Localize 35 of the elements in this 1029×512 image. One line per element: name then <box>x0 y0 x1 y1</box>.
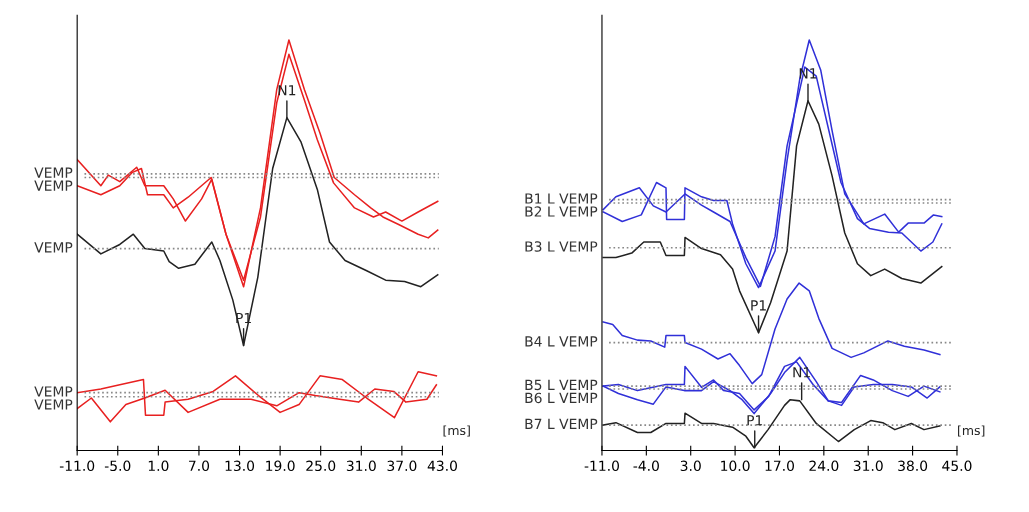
x-tick-label: 37.0 <box>387 460 417 472</box>
ref-line-label: VEMP <box>34 386 73 397</box>
ref-line-label: B7 L VEMP <box>525 418 598 429</box>
ref-line-label: VEMP <box>34 167 73 178</box>
x-tick-label: 1.0 <box>148 460 169 472</box>
x-tick-label: 17.0 <box>765 460 795 472</box>
annotation: P1 <box>751 300 766 311</box>
ref-line-label: VEMP <box>34 242 73 253</box>
ref-line-label: B4 L VEMP <box>525 336 598 347</box>
x-tick-label: 31.0 <box>346 460 376 472</box>
x-tick-label: 38.0 <box>898 460 928 472</box>
x-tick-label: -11.0 <box>59 460 95 472</box>
x-tick-label: 13.0 <box>225 460 255 472</box>
x-tick-label: 24.0 <box>809 460 839 472</box>
x-tick-label: -11.0 <box>584 460 620 472</box>
x-tick-label: -4.0 <box>633 460 659 472</box>
x-tick-label: 19.0 <box>266 460 295 472</box>
ref-line-label: B1 L VEMP <box>525 193 598 204</box>
ref-line-label: B6 L VEMP <box>525 392 598 404</box>
ref-line-label: VEMP <box>34 399 73 410</box>
x-tick-label: 43.0 <box>427 460 458 472</box>
annotation: P1 <box>747 415 763 426</box>
x-tick-label: -5.0 <box>104 460 131 472</box>
x-tick-label: 10.0 <box>721 460 750 472</box>
x-tick-label: 7.0 <box>189 460 210 472</box>
x-tick-label: 3.0 <box>680 460 701 472</box>
text: [ms] <box>958 425 985 437</box>
x-tick-label: 25.0 <box>306 460 336 472</box>
x-tick-label: 31.0 <box>853 460 883 472</box>
ref-line-label: B3 L VEMP <box>525 241 598 252</box>
ref-line-label: B2 L VEMP <box>525 206 598 217</box>
text: [ms] <box>443 425 470 437</box>
ref-line-label: B5 L VEMP <box>525 379 598 391</box>
ref-line-label: VEMP <box>34 180 73 191</box>
x-tick-label: 45.0 <box>942 460 972 472</box>
